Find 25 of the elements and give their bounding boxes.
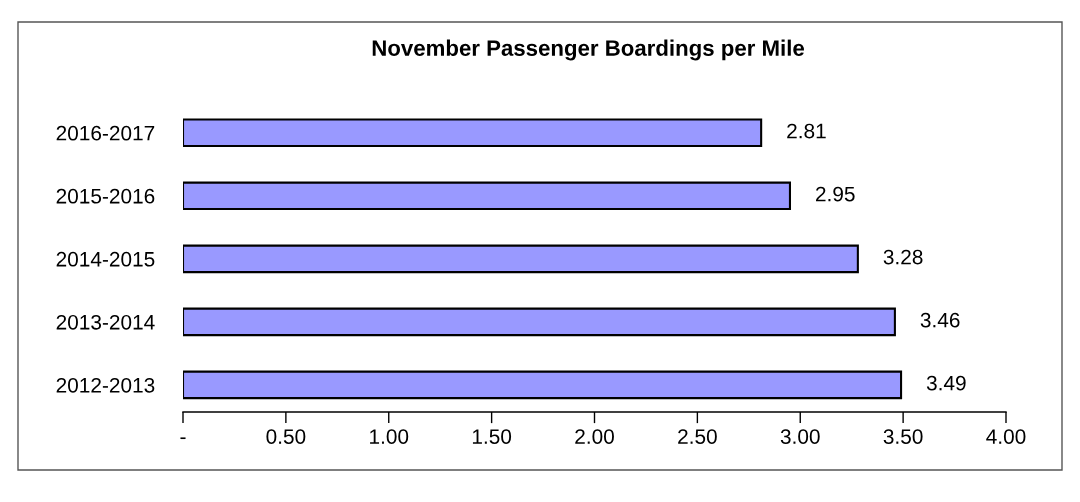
data-label: 2.95 [816, 186, 855, 202]
x-tick-label: 2.50 [678, 429, 717, 444]
data-label: 3.28 [883, 249, 923, 265]
x-tick-label: 2.00 [575, 429, 614, 444]
x-tick-label: 0.50 [266, 429, 306, 444]
data-label: 3.49 [926, 375, 966, 391]
data-label: 3.46 [920, 312, 960, 328]
chart-title: November Passenger Boardings per Mile [372, 39, 804, 61]
y-tick-label: 2016-2017 [56, 125, 155, 141]
bar [183, 118, 763, 148]
x-tick-label: 4.00 [986, 429, 1026, 444]
bar [183, 244, 859, 274]
x-tick-label: - [180, 437, 186, 440]
x-tick-label: 3.00 [780, 429, 820, 444]
data-label: 2.81 [787, 123, 826, 139]
bar [183, 307, 896, 337]
y-tick-label: 2012-2013 [56, 377, 155, 393]
x-tick-label: 1.00 [370, 429, 409, 444]
x-tick-label: 3.50 [883, 429, 923, 444]
bar [183, 370, 903, 400]
x-tick-label: 1.50 [472, 429, 512, 444]
y-tick-label: 2015-2016 [56, 188, 155, 204]
bar [183, 181, 791, 211]
y-tick-label: 2013-2014 [56, 314, 155, 330]
y-tick-label: 2014-2015 [56, 251, 155, 267]
